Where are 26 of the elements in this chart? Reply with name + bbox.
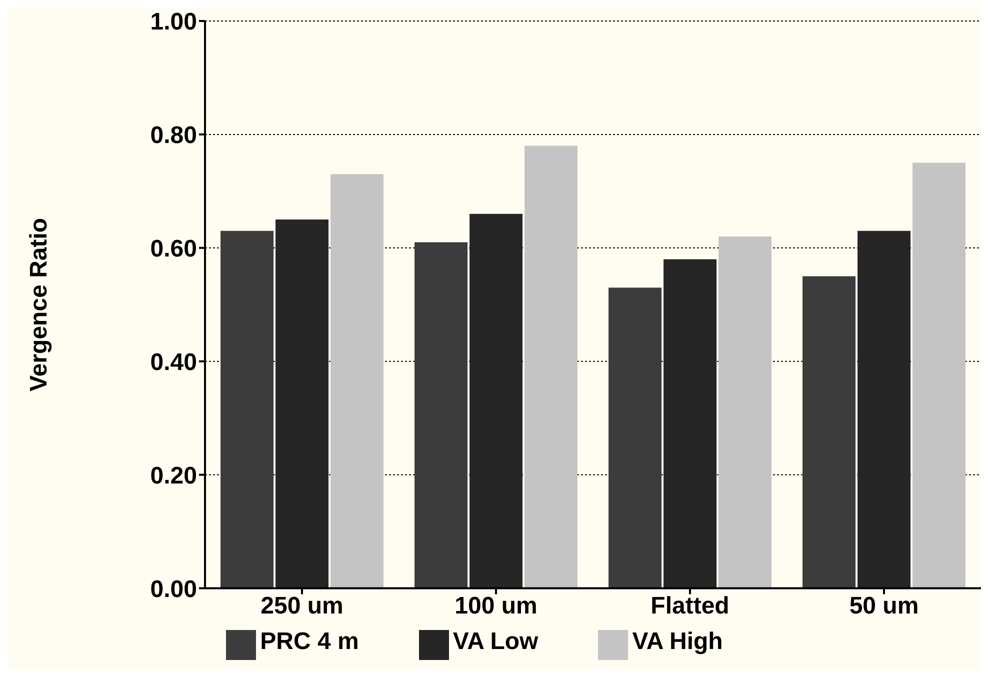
bar: [718, 236, 772, 588]
bar: [802, 276, 856, 588]
x-tick-label: 100 um: [454, 592, 538, 620]
y-tick-label: 0.80: [150, 122, 197, 149]
x-tick-label: Flatted: [650, 592, 730, 620]
x-tick-label: 250 um: [260, 592, 344, 620]
legend-label: VA Low: [452, 628, 538, 656]
y-tick-label: 0.40: [150, 348, 197, 376]
bar: [664, 259, 717, 588]
bar: [414, 242, 468, 588]
bar: [858, 230, 911, 588]
y-tick-label: 0.20: [150, 462, 197, 490]
bar: [470, 214, 523, 588]
y-tick-label: 1.00: [150, 8, 197, 36]
bar: [220, 230, 274, 588]
legend-label: VA High: [632, 628, 723, 656]
y-tick-label: 0.00: [150, 576, 197, 603]
legend-label: PRC 4 m: [260, 628, 359, 656]
y-axis-title: Vergence Ratio: [26, 218, 53, 392]
y-tick-label: 0.60: [150, 235, 197, 262]
bar: [276, 220, 329, 588]
x-tick-label: 50 um: [849, 592, 919, 620]
bar: [330, 174, 384, 588]
bar: [524, 146, 578, 588]
bar: [912, 162, 966, 588]
bar: [608, 288, 662, 588]
